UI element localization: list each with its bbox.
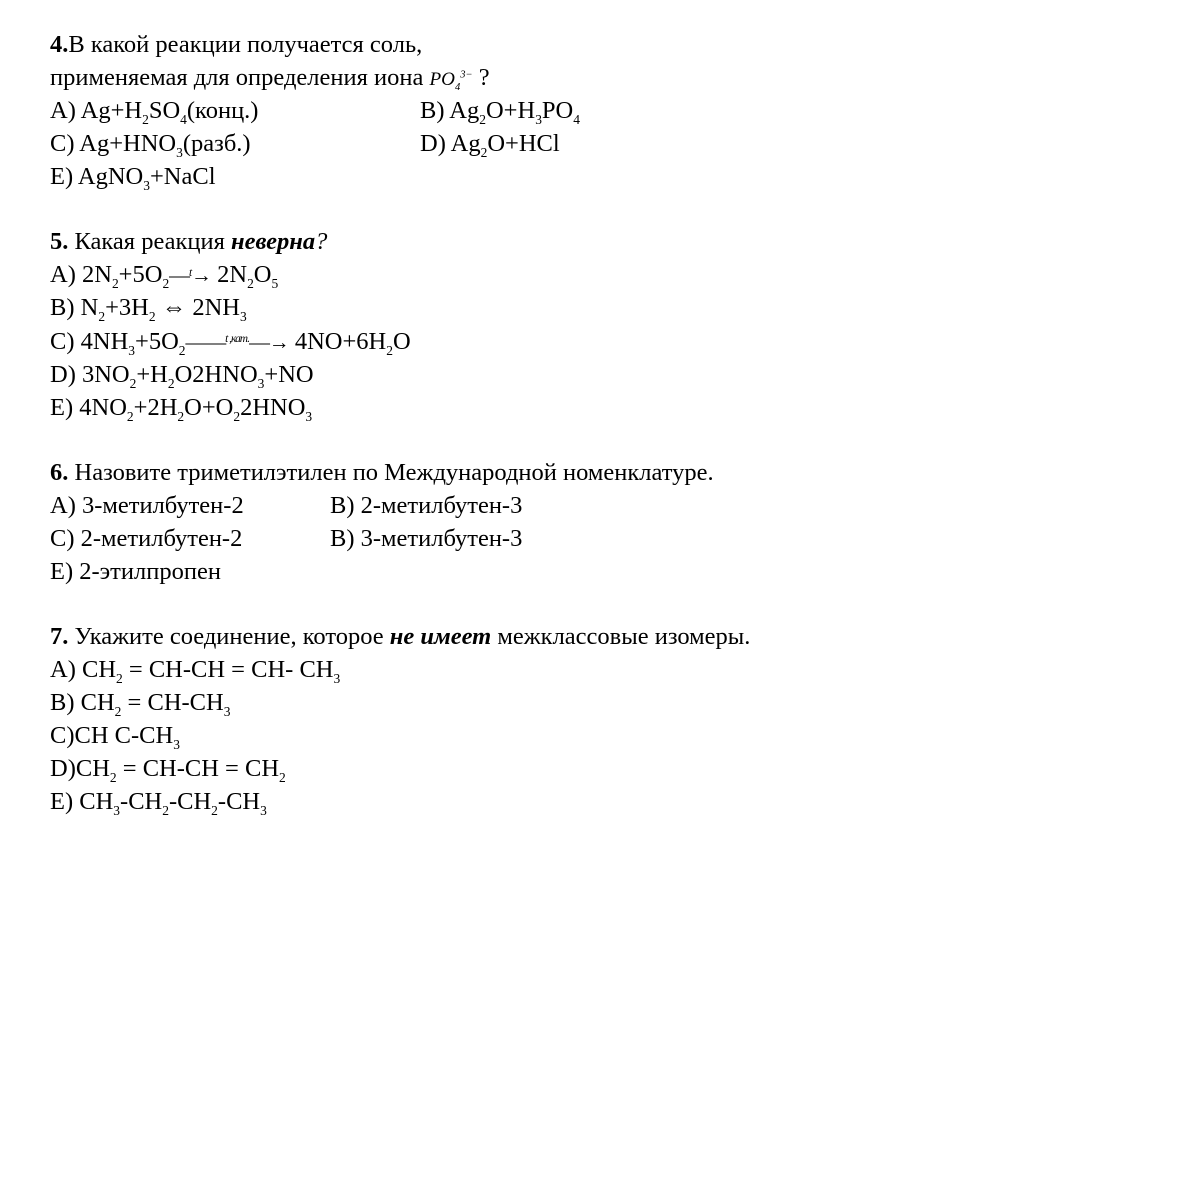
q4-option-b: B) Ag2O+H3PO4 <box>420 94 580 127</box>
q7-number: 7. <box>50 623 68 650</box>
q4-stem-line2-post: ? <box>473 64 490 91</box>
q6-option-c: C) 2-метилбутен-2 <box>50 522 330 555</box>
q5-stem: 5. Какая реакция неверна? <box>50 225 1143 258</box>
q7-option-e: E) CH3-CH2-CH2-CH3 <box>50 785 1143 818</box>
q4-option-d: D) Ag2O+HCl <box>420 127 560 160</box>
q5-emphasis: неверна <box>231 228 315 255</box>
question-7: 7. Укажите соединение, которое не имеет … <box>50 620 1143 818</box>
q5-option-e: E) 4NO2+2H2O+O22HNO3 <box>50 391 1143 424</box>
q5-option-a: A) 2N2+5O2—t→ 2N2O5 <box>50 258 1143 291</box>
arrow-icon: —t→ <box>169 263 211 287</box>
q4-number: 4. <box>50 31 68 58</box>
q6-option-e: E) 2-этилпропен <box>50 555 1143 588</box>
q5-option-c: C) 4NH3+5O2——t ,кат.—→ 4NO+6H2O <box>50 325 1143 358</box>
q6-row-2: C) 2-метилбутен-2 B) 3-метилбутен-3 <box>50 522 1143 555</box>
question-4: 4.В какой реакции получается соль, приме… <box>50 28 1143 193</box>
q4-stem-line2-pre: применяемая для определения иона <box>50 64 430 91</box>
q7-option-a: A) CH2 = CH-CH = CH- CH3 <box>50 653 1143 686</box>
phosphate-ion: PO43− <box>430 69 473 90</box>
question-6: 6. Назовите триметилэтилен по Международ… <box>50 456 1143 588</box>
q5-option-b: B) N2+3H2 ⇔ 2NH3 <box>50 291 1143 324</box>
q6-option-b-bot: B) 3-метилбутен-3 <box>330 522 522 555</box>
q6-row-1: A) 3-метилбутен-2 B) 2-метилбутен-3 <box>50 489 1143 522</box>
q7-option-c: C)CH C-CH3 <box>50 719 1143 752</box>
q7-stem: 7. Укажите соединение, которое не имеет … <box>50 620 1143 653</box>
q4-option-c: C) Ag+HNO3(разб.) <box>50 127 420 160</box>
q5-number: 5. <box>50 228 68 255</box>
q4-row-1: A) Ag+H2SO4(конц.) B) Ag2O+H3PO4 <box>50 94 1143 127</box>
q4-stem-line1: В какой реакции получается соль, <box>68 31 422 58</box>
q7-option-b: B) CH2 = CH-CH3 <box>50 686 1143 719</box>
q7-emphasis: не имеет <box>390 623 492 650</box>
q6-number: 6. <box>50 459 68 486</box>
q6-option-a: A) 3-метилбутен-2 <box>50 489 330 522</box>
question-5: 5. Какая реакция неверна? A) 2N2+5O2—t→ … <box>50 225 1143 423</box>
q5-option-d: D) 3NO2+H2O2HNO3+NO <box>50 358 1143 391</box>
q6-option-b-top: B) 2-метилбутен-3 <box>330 489 522 522</box>
q4-option-a: A) Ag+H2SO4(конц.) <box>50 94 420 127</box>
q7-option-d: D)CH2 = CH-CH = CH2 <box>50 752 1143 785</box>
q6-stem: 6. Назовите триметилэтилен по Международ… <box>50 456 1143 489</box>
q4-stem: 4.В какой реакции получается соль, приме… <box>50 28 1143 94</box>
arrow-icon: ——t ,кат.—→ <box>186 330 289 354</box>
q4-row-2: C) Ag+HNO3(разб.) D) Ag2O+HCl <box>50 127 1143 160</box>
q4-option-e: E) AgNO3+NaCl <box>50 160 1143 193</box>
